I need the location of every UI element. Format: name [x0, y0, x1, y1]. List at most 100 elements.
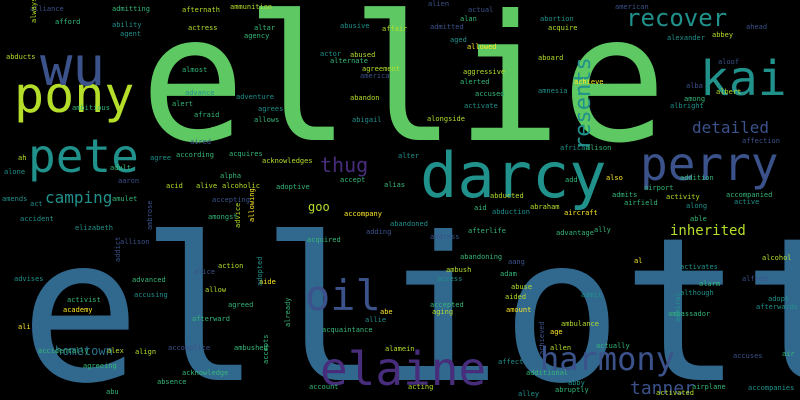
- word-america: america: [360, 72, 390, 80]
- word-aaron: aaron: [118, 177, 139, 185]
- word-amongst: amongst: [208, 213, 238, 221]
- word-alcohol: alcohol: [762, 254, 792, 262]
- word-elliott: elliott: [20, 195, 800, 400]
- word-accompanies: accompanies: [748, 384, 794, 392]
- word-allen: allen: [550, 344, 571, 352]
- word-agrees: agrees: [258, 105, 283, 113]
- word-accident: accident: [20, 215, 54, 223]
- word-along: along: [686, 202, 707, 210]
- word-activates: activates: [680, 263, 718, 271]
- word-ambassador: ambassador: [668, 310, 710, 318]
- word-ambulance: ambulance: [561, 320, 599, 328]
- word-activate: activate: [464, 102, 498, 110]
- word-alley: alley: [518, 390, 539, 398]
- word-aging: aging: [432, 308, 453, 316]
- word-wu: wu: [40, 35, 105, 98]
- word-ambushed: ambushed: [234, 344, 268, 352]
- word-aired: aired: [190, 138, 211, 146]
- word-acquaintance: acquaintance: [322, 326, 373, 334]
- word-accomplice: accomplice: [168, 344, 210, 352]
- word-hometown: hometown: [55, 344, 113, 358]
- word-ammunition: ammunition: [230, 3, 272, 11]
- word-adopt: adopt: [768, 295, 789, 303]
- word-afford: afford: [55, 18, 80, 26]
- word-accused: accused: [475, 90, 505, 98]
- word-actually: actually: [596, 342, 630, 350]
- word-accidentally: accidentally: [38, 347, 89, 355]
- word-adoptive: adoptive: [276, 183, 310, 191]
- word-alcoholic: alcoholic: [222, 182, 260, 190]
- word-agreed: agreed: [228, 301, 253, 309]
- word-accompanied: accompanied: [726, 191, 772, 199]
- word-amulet: amulet: [112, 195, 137, 203]
- word-advance: advance: [185, 89, 215, 97]
- word-active: active: [734, 198, 759, 206]
- word-amends: amends: [2, 195, 27, 203]
- word-tanner: tanner: [630, 378, 695, 399]
- word-acid: acid: [166, 182, 183, 190]
- word-allison: allison: [120, 238, 150, 246]
- word-ally: ally: [594, 226, 611, 234]
- word-elaine: elaine: [320, 342, 486, 396]
- word-american: american: [615, 3, 649, 11]
- word-agree: agree: [150, 154, 171, 162]
- word-accepting: accepting: [212, 196, 250, 204]
- word-allowed: allowed: [467, 43, 497, 51]
- word-account: account: [309, 383, 339, 391]
- word-ah: ah: [18, 154, 26, 162]
- word-adventure: adventure: [236, 93, 274, 101]
- word-admiral: admiral: [674, 292, 682, 322]
- word-abducts: abducts: [6, 53, 36, 61]
- word-advice: advice: [234, 203, 242, 228]
- word-afterwards: afterwards: [756, 303, 798, 311]
- word-harmony: harmony: [540, 340, 675, 378]
- word-ambush: ambush: [446, 266, 471, 274]
- word-alice: alice: [194, 268, 215, 276]
- word-age: age: [550, 328, 563, 336]
- word-thug: thug: [320, 153, 368, 177]
- word-abe: abe: [380, 308, 393, 316]
- word-almost: almost: [182, 66, 207, 74]
- word-albert: albert: [716, 88, 741, 96]
- word-abandoning: abandoning: [460, 253, 502, 261]
- word-address: address: [430, 233, 460, 241]
- word-activity: activity: [666, 193, 700, 201]
- word-aloof: aloof: [718, 58, 739, 66]
- word-according: according: [176, 151, 214, 159]
- word-alongside: alongside: [427, 115, 465, 123]
- word-advises: advises: [14, 275, 44, 283]
- word-alison: alison: [586, 144, 611, 152]
- word-agency: agency: [244, 32, 269, 40]
- word-actual: actual: [468, 6, 493, 14]
- word-inherited: inherited: [670, 223, 746, 239]
- word-aircraft: aircraft: [564, 209, 598, 217]
- word-affect: affect: [498, 358, 523, 366]
- word-among: among: [684, 95, 705, 103]
- word-alamein: alamein: [385, 345, 415, 353]
- word-oil: oil: [305, 271, 381, 320]
- word-ambrose: ambrose: [146, 200, 154, 230]
- word-airport: airport: [644, 184, 674, 192]
- word-accompany: accompany: [344, 210, 382, 218]
- word-resents: resents: [571, 57, 596, 150]
- word-agreeing: agreeing: [83, 362, 117, 370]
- word-afterward: afterward: [192, 315, 230, 323]
- word-air: air: [782, 350, 795, 358]
- word-allows: allows: [254, 116, 279, 124]
- word-add: add: [565, 176, 578, 184]
- word-abduction: abduction: [492, 208, 530, 216]
- word-adding: adding: [366, 228, 391, 236]
- word-abortion: abortion: [540, 15, 574, 23]
- word-alive: alive: [196, 182, 217, 190]
- word-aggressive: aggressive: [463, 68, 505, 76]
- word-camping: camping: [45, 188, 112, 207]
- word-recover: recover: [626, 4, 727, 32]
- word-ability: ability: [112, 21, 142, 29]
- word-abusive: abusive: [340, 22, 370, 30]
- word-alpha: alpha: [220, 172, 241, 180]
- word-aged: aged: [450, 36, 467, 44]
- word-admitted: admitted: [430, 23, 464, 31]
- word-allow: allow: [205, 286, 227, 294]
